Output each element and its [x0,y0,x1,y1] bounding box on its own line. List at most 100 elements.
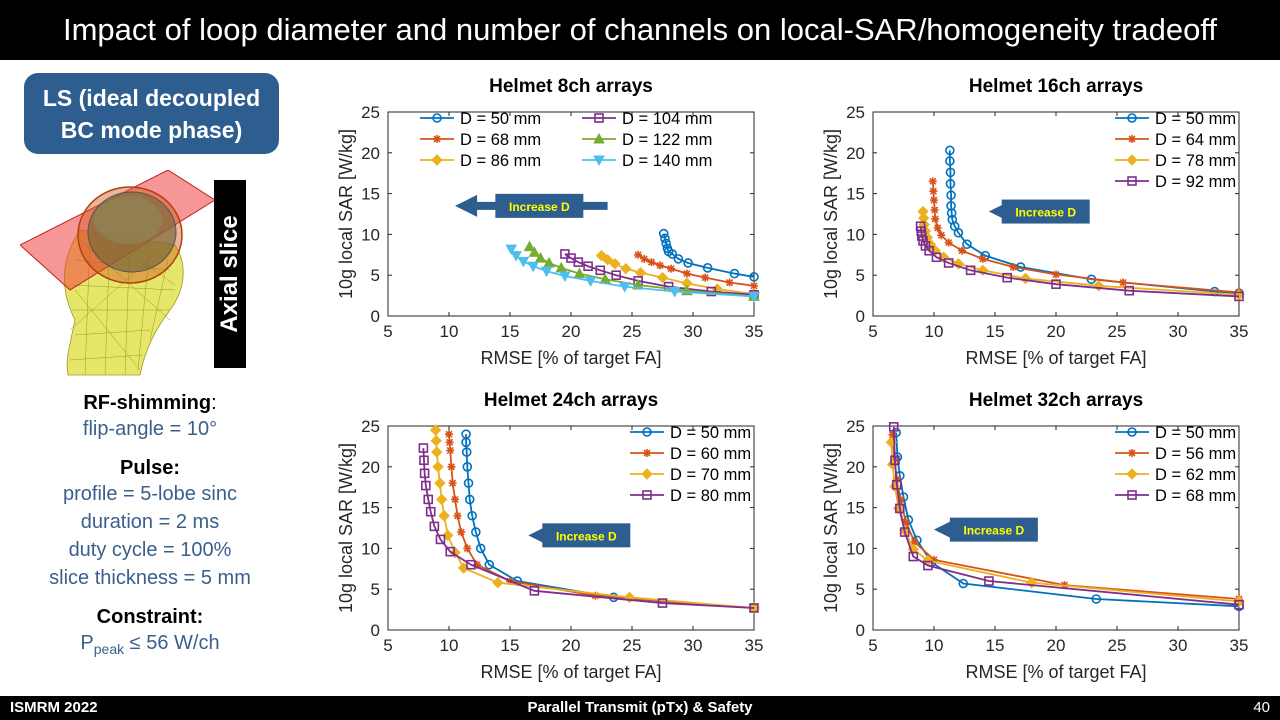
data-point [725,278,734,287]
pulse-duty-cycle: duty cycle = 100% [68,539,232,561]
x-axis-label: RMSE [% of target FA] [965,348,1146,368]
data-point [435,493,448,506]
y-tick-label: 10 [846,225,865,244]
y-axis-label: 10g local SAR [W/kg] [336,129,356,299]
data-point [601,253,614,266]
rf-shimming-header: RF-shimming: [0,392,300,415]
constraint-header: Constraint: [96,606,204,628]
data-point [937,231,946,240]
data-point [944,238,953,247]
data-point [559,271,571,283]
legend-label: D = 60 mm [670,445,751,463]
legend-marker [432,113,442,123]
chart-title: Helmet 8ch arrays [489,76,653,97]
arrow-label-box [542,523,631,548]
series-3 [560,249,759,300]
data-point [915,221,926,232]
legend-label: D = 80 mm [670,487,751,505]
helmet-array-icon [77,186,183,284]
data-point [924,245,934,256]
data-point [461,437,471,448]
data-point [946,208,957,218]
pulse-slice-thickness: slice thickness = 5 mm [49,567,251,589]
arrow-label-box [495,193,584,218]
data-point [908,551,919,562]
footer-conference: ISMRM 2022 [10,699,98,716]
legend-label: D = 56 mm [1155,445,1236,463]
x-tick-label: 30 [1169,322,1188,341]
footer-page-number: 40 [1253,699,1270,716]
data-point [453,511,462,520]
data-point [484,559,495,570]
data-point [895,503,905,514]
arrow-label: Increase D [556,529,617,543]
x-tick-label: 15 [986,636,1005,655]
data-point [434,477,446,489]
constraint-value: Ppeak ≤ 56 W/ch [0,629,300,663]
y-tick-label: 0 [856,621,865,640]
data-point [1052,270,1060,279]
data-point [446,446,455,455]
axial-slice-label: Axial slice [216,215,243,333]
data-point [611,270,621,280]
data-point [1002,272,1012,283]
data-point [1234,599,1244,610]
data-point [943,258,954,268]
data-point [667,249,678,259]
data-point [1119,278,1128,287]
data-point [930,555,938,564]
pulse-profile: profile = 5-lobe sinc [63,483,237,505]
x-tick-label: 30 [1169,636,1188,655]
y-tick-label: 25 [361,103,380,122]
increase-d-arrow: Increase D [455,193,608,218]
y-tick-label: 5 [371,266,380,285]
data-point [517,256,530,268]
data-point [492,576,504,589]
data-point [583,261,593,272]
x-tick-label: 20 [562,636,581,655]
footer-session: Parallel Transmit (pTx) & Safety [527,699,753,716]
series-line [465,434,755,609]
constraint-sub: peak [93,641,125,657]
legend: D = 50 mm D = 60 mm D = 70 mm D = 80 mm [630,424,751,505]
data-point [910,537,919,546]
data-point [896,495,905,504]
data-point [965,265,976,276]
chart-title: Helmet 32ch arrays [969,390,1143,411]
legend-marker [642,490,652,500]
data-point [435,534,446,545]
data-point [984,576,994,586]
pulse-duration: duration = 2 ms [80,511,220,533]
data-point [917,231,927,241]
series-0 [658,228,759,282]
data-point [706,286,717,297]
data-point [1009,263,1018,272]
y-tick-label: 15 [846,499,865,518]
y-axis-label: 10g local SAR [W/kg] [821,443,841,613]
chart-helmet-8ch: Helmet 8ch arrays 5 10 15 20 25 30 35 0 5 10 15 20 25… [300,70,780,375]
data-point [930,196,938,205]
data-point [702,263,713,273]
data-point [419,455,429,466]
y-tick-label: 20 [361,144,380,163]
axial-slice-label-box: Axial slice [214,180,246,368]
y-tick-label: 15 [361,185,380,204]
x-tick-label: 10 [925,636,944,655]
data-point [929,187,938,196]
data-point [528,246,541,257]
data-point [962,239,972,249]
legend-label: D = 78 mm [1155,152,1236,170]
data-point [953,227,964,238]
rf-shimming-colon: : [211,392,217,414]
series-3 [888,422,1244,610]
data-point [945,156,955,166]
legend: D = 50 mm D = 56 mm D = 62 mm D = 68 mm [1115,424,1236,505]
x-tick-label: 5 [383,322,392,341]
data-point [1051,279,1061,289]
data-point [901,518,910,527]
increase-d-arrow: Increase D [528,523,631,548]
data-point [534,252,547,263]
data-point [888,430,897,439]
data-point [748,291,760,303]
data-point [1124,285,1135,296]
